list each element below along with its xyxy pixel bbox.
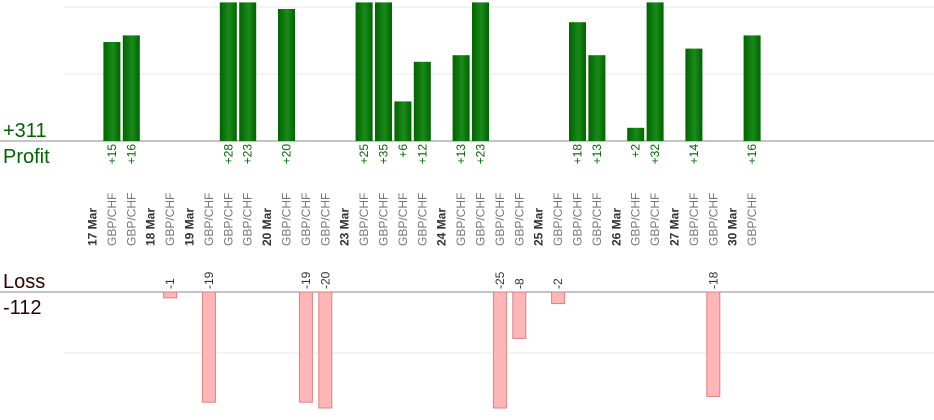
profit-bar (685, 48, 703, 141)
loss-bar (201, 291, 216, 403)
loss-bar (492, 291, 507, 409)
pair-label: GBP/CHF (415, 193, 429, 246)
profit-bar (278, 9, 295, 141)
profit-value-label: +13 (590, 144, 604, 165)
loss-bar (318, 291, 333, 409)
pair-label: GBP/CHF (745, 193, 759, 246)
loss-bar (512, 291, 527, 339)
pair-label: GBP/CHF (493, 193, 507, 246)
loss-value-label: -2 (551, 278, 565, 289)
date-label: 20 Mar (260, 208, 274, 246)
column-labels: 17 Mar GBP/CHF +15 GBP/CHF +16 18 Mar GBP/CHF -… (86, 144, 760, 289)
profit-value-label: +2 (629, 144, 643, 158)
pair-label: GBP/CHF (221, 193, 235, 246)
profit-value-label: +25 (357, 144, 371, 165)
profit-value-label: +23 (474, 144, 488, 165)
loss-value-label: -25 (493, 271, 507, 289)
pair-label: GBP/CHF (202, 193, 216, 246)
pair-label: GBP/CHF (590, 193, 604, 246)
profit-bars (103, 2, 761, 142)
profit-bar (103, 42, 121, 141)
profit-bar (239, 2, 257, 142)
pair-label: GBP/CHF (280, 193, 294, 246)
profit-value-label: +32 (648, 144, 662, 165)
profit-value-label: +16 (124, 144, 138, 165)
profit-value-label: +16 (745, 144, 759, 165)
date-label: 26 Mar (609, 208, 623, 246)
loss-bar (551, 291, 566, 305)
pair-label: GBP/CHF (377, 193, 391, 246)
profit-value-label: +28 (221, 144, 235, 165)
pair-label: GBP/CHF (124, 193, 138, 246)
date-label: 24 Mar (435, 208, 449, 246)
loss-value-label: -20 (318, 271, 332, 289)
profit-bar (355, 2, 373, 142)
loss-bars (163, 291, 721, 409)
pair-label: GBP/CHF (241, 193, 255, 246)
loss-bar (298, 291, 313, 403)
date-label: 30 Mar (726, 208, 740, 246)
profit-label: Profit (3, 146, 50, 168)
loss-value-label: -18 (706, 271, 720, 289)
pair-label: GBP/CHF (105, 193, 119, 246)
pair-label: GBP/CHF (299, 193, 313, 246)
pair-label: GBP/CHF (706, 193, 720, 246)
profit-value-label: +35 (377, 144, 391, 165)
profit-bar (219, 2, 237, 142)
loss-value-label: -19 (202, 271, 216, 289)
profit-bar (743, 35, 761, 141)
profit-total: +311 (3, 120, 47, 142)
date-label: 18 Mar (144, 208, 158, 246)
pair-label: GBP/CHF (474, 193, 488, 246)
profit-bar (122, 35, 140, 141)
profit-bar (394, 101, 412, 141)
pair-label: GBP/CHF (454, 193, 468, 246)
profit-bar (588, 55, 606, 142)
pair-label: GBP/CHF (512, 193, 526, 246)
pair-label: GBP/CHF (648, 193, 662, 246)
date-label: 23 Mar (338, 208, 352, 246)
date-label: 19 Mar (183, 208, 197, 246)
profit-value-label: +15 (105, 144, 119, 165)
loss-value-label: -8 (512, 278, 526, 289)
profit-bar (452, 55, 470, 142)
loss-value-label: -19 (299, 271, 313, 289)
profit-bar (627, 127, 645, 141)
profit-value-label: +12 (415, 144, 429, 165)
pair-label: GBP/CHF (687, 193, 701, 246)
profit-value-label: +20 (280, 144, 294, 165)
loss-label: Loss (3, 271, 45, 293)
pair-label: GBP/CHF (551, 193, 565, 246)
profit-value-label: +13 (454, 144, 468, 165)
profit-bar (569, 22, 586, 142)
loss-bar (706, 291, 721, 397)
date-label: 25 Mar (532, 208, 546, 246)
pair-label: GBP/CHF (357, 193, 371, 246)
profit-value-label: +6 (396, 144, 410, 158)
pair-label: GBP/CHF (318, 193, 332, 246)
profit-value-label: +14 (687, 144, 701, 165)
pair-label: GBP/CHF (163, 193, 177, 246)
pair-label: GBP/CHF (629, 193, 643, 246)
profit-bar (646, 2, 664, 142)
profit-value-label: +23 (241, 144, 255, 165)
profit-bar (413, 61, 431, 141)
date-label: 17 Mar (86, 208, 100, 246)
profit-bar (472, 2, 489, 142)
loss-value-label: -1 (163, 278, 177, 289)
pair-label: GBP/CHF (571, 193, 585, 246)
pair-label: GBP/CHF (396, 193, 410, 246)
loss-total: -112 (3, 297, 42, 319)
profit-value-label: +18 (571, 144, 585, 165)
profit-bar (375, 2, 392, 142)
date-label: 27 Mar (668, 208, 682, 246)
loss-bar (163, 291, 178, 299)
